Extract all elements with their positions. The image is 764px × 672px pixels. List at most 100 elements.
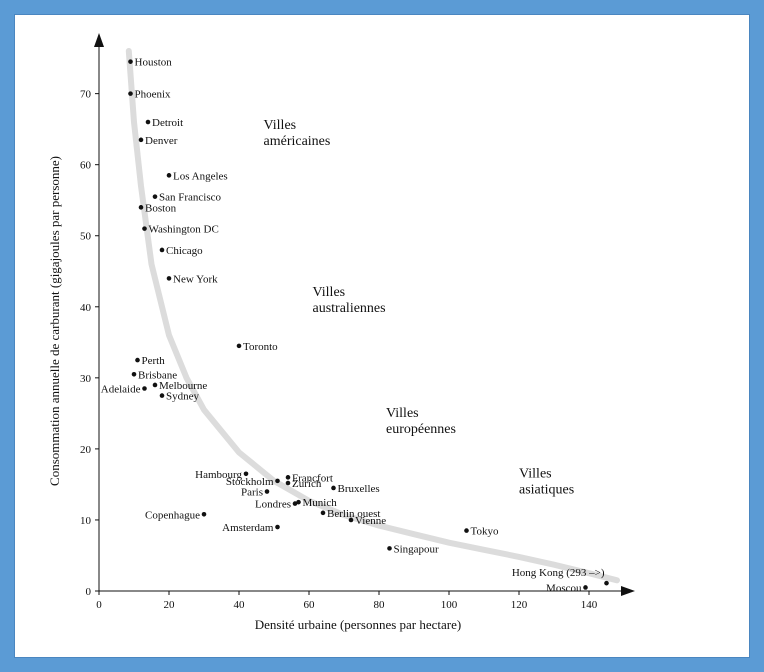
data-point <box>152 382 158 388</box>
data-point <box>320 510 326 516</box>
axes: 0 20 40 60 80 100 120 140 0 10 20 30 40 50 60 70 <box>80 33 635 611</box>
point-label: Stockholm <box>226 476 274 488</box>
data-point <box>166 173 172 178</box>
point-label: Houston <box>135 57 173 69</box>
data-point <box>292 501 298 506</box>
x-tick-label: 0 <box>96 599 102 611</box>
data-point <box>145 119 151 125</box>
group-annotation-line: Villes <box>519 466 552 481</box>
hyperbolic-trend-curve <box>125 48 620 584</box>
data-point <box>275 478 280 484</box>
group-annotation-line: Villes <box>313 285 346 300</box>
group-annotation-line: Villes <box>264 118 297 133</box>
point-label: Francfort <box>292 472 333 484</box>
x-tick-label: 20 <box>164 599 176 611</box>
x-tick-label: 40 <box>234 599 246 611</box>
y-tick-label: 30 <box>80 373 92 385</box>
data-point <box>138 137 144 143</box>
point-label: Melbourne <box>159 380 207 392</box>
y-tick-label: 20 <box>80 444 92 456</box>
y-tick-label: 0 <box>86 586 92 598</box>
point-label: Perth <box>142 355 166 367</box>
group-annotation: Villes asiatiques <box>519 466 574 497</box>
data-point <box>159 393 165 398</box>
data-point <box>152 194 158 199</box>
x-tick-label: 80 <box>374 599 386 611</box>
data-point <box>604 580 609 586</box>
point-label: Adelaide <box>101 384 141 396</box>
point-label: Phoenix <box>135 89 172 101</box>
x-axis-arrow <box>621 586 635 596</box>
group-annotation: Villes américaines <box>264 118 331 149</box>
point-label: San Francisco <box>159 192 222 204</box>
group-annotation-line: européennes <box>386 422 456 437</box>
group-annotation: Villes européennes <box>386 406 456 437</box>
chart-frame: 0 20 40 60 80 100 120 140 0 10 20 30 40 50 60 70 Housto… <box>14 14 750 658</box>
y-axis-label: Consommation annuelle de carburant (giga… <box>47 156 62 486</box>
data-point <box>135 357 140 363</box>
point-label: Munich <box>303 497 338 509</box>
point-label: Bruxelles <box>338 483 380 495</box>
x-tick-label: 140 <box>581 599 598 611</box>
point-label: Zurich <box>292 478 322 490</box>
data-point <box>264 489 270 494</box>
x-axis-label: Densité urbaine (personnes par hectare) <box>255 617 461 632</box>
point-label: Singapour <box>394 543 440 555</box>
group-annotation-line: Villes <box>386 406 419 421</box>
point-label: Tokyo <box>471 526 499 538</box>
group-annotation-line: américaines <box>264 134 331 149</box>
group-annotation: Villes australiennes <box>313 285 386 316</box>
point-label: Chicago <box>166 245 203 257</box>
y-tick-label: 10 <box>80 515 92 527</box>
point-label: Londres <box>255 499 291 511</box>
data-point <box>128 91 133 96</box>
point-label: Detroit <box>152 117 183 129</box>
x-tick-label: 100 <box>441 599 458 611</box>
point-label: Los Angeles <box>173 170 228 182</box>
data-point <box>348 517 354 523</box>
trend-curve-layer <box>125 48 620 584</box>
group-annotation-line: australiennes <box>313 301 386 316</box>
data-point <box>387 546 392 551</box>
data-point <box>201 511 207 517</box>
point-label: Paris <box>241 487 263 499</box>
y-axis-arrow <box>94 33 104 47</box>
point-label: Vienne <box>355 515 386 527</box>
data-point <box>243 471 249 477</box>
data-point <box>464 528 469 533</box>
point-label: Boston <box>145 202 177 214</box>
point-label: New York <box>173 273 218 285</box>
scatter-chart: 0 20 40 60 80 100 120 140 0 10 20 30 40 50 60 70 Housto… <box>47 33 635 632</box>
data-point <box>236 343 242 349</box>
point-label: Denver <box>145 135 178 147</box>
y-tick-label: 70 <box>80 89 92 101</box>
point-label: Amsterdam <box>222 522 274 534</box>
point-label: Brisbane <box>138 369 177 381</box>
data-point <box>583 585 588 590</box>
y-tick-label: 50 <box>80 231 92 243</box>
data-point <box>142 386 147 391</box>
data-point <box>331 485 336 491</box>
y-tick-label: 60 <box>80 160 92 172</box>
data-point <box>275 524 280 530</box>
data-point <box>166 276 172 281</box>
point-label: Berlin ouest <box>327 508 380 520</box>
data-point <box>138 205 144 210</box>
x-tick-label: 120 <box>511 599 528 611</box>
data-point <box>285 480 291 486</box>
point-label: Washington DC <box>149 224 219 236</box>
point-label: Hambourg <box>195 469 242 481</box>
y-tick-label: 40 <box>80 302 92 314</box>
data-point <box>285 475 291 480</box>
point-label: Copenhague <box>145 509 200 521</box>
group-annotation-line: asiatiques <box>519 482 574 497</box>
data-point <box>142 226 147 231</box>
data-point <box>128 59 133 64</box>
point-label: Sydney <box>166 391 200 403</box>
data-point <box>296 499 301 505</box>
point-label: Toronto <box>243 341 278 353</box>
data-point <box>131 371 137 377</box>
data-point <box>159 247 165 253</box>
data-points: Houston Phoenix Detroit Denver Los Angeles Sa… <box>101 57 609 594</box>
